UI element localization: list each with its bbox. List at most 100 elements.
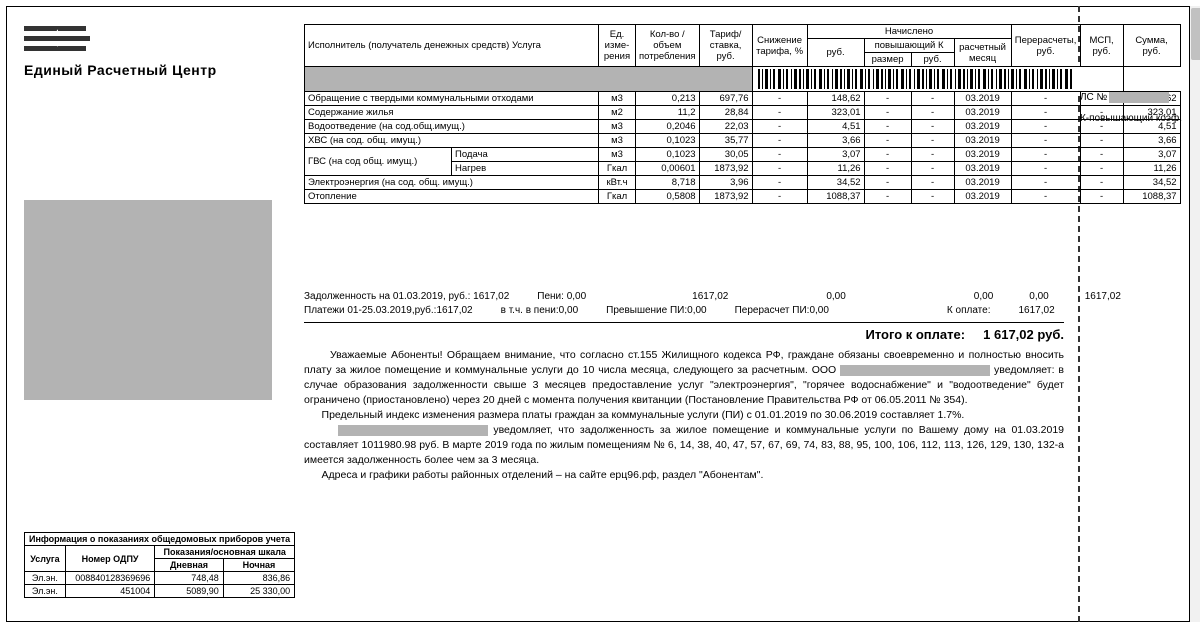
table-row: ГВС (на сод общ. имущ.)Подачам30,102330,… — [305, 148, 1181, 162]
col-over-group: повышающий К — [864, 39, 954, 53]
table-cell: - — [911, 120, 954, 134]
table-cell: ХВС (на сод. общ. имущ.) — [305, 134, 599, 148]
table-cell: 0,5808 — [636, 190, 700, 204]
table-cell: 34,52 — [807, 176, 864, 190]
table-cell: 34,52 — [1123, 176, 1180, 190]
meter-col-day: Дневная — [155, 559, 223, 572]
table-cell: - — [1080, 162, 1123, 176]
table-cell: 323,01 — [807, 106, 864, 120]
sum-recalcpi: Перерасчет ПИ:0,00 — [735, 304, 829, 318]
table-cell: - — [864, 120, 911, 134]
table-cell: - — [752, 148, 807, 162]
table-cell: - — [864, 190, 911, 204]
table-row: Электроэнергия (на сод. общ. имущ.)кВт.ч… — [305, 176, 1181, 190]
table-cell: Электроэнергия (на сод. общ. имущ.) — [305, 176, 599, 190]
table-cell: - — [911, 92, 954, 106]
table-cell: 697,76 — [699, 92, 752, 106]
notice-p5: Адреса и графики работы районных отделен… — [322, 469, 764, 481]
table-cell: Содержание жилья — [305, 106, 599, 120]
sum-overpi: Превышение ПИ:0,00 — [606, 304, 706, 318]
table-cell: - — [1080, 134, 1123, 148]
table-cell: - — [1080, 190, 1123, 204]
sum-topay-val: 1617,02 — [1018, 304, 1054, 318]
table-cell: м2 — [599, 106, 636, 120]
redacted-inline-1 — [840, 365, 990, 376]
scrollbar[interactable] — [1190, 6, 1200, 622]
table-cell: 1088,37 — [1123, 190, 1180, 204]
table-row: Эл.эн.4510045089,9025 330,00 — [25, 585, 295, 598]
meter-col-night: Ночная — [223, 559, 294, 572]
col-accrued-group: Начислено — [807, 25, 1011, 39]
logo-icon — [24, 24, 102, 58]
sum-inpeni: в т.ч. в пени:0,00 — [501, 304, 579, 318]
table-cell: - — [864, 148, 911, 162]
table-cell: 0,00601 — [636, 162, 700, 176]
table-cell: 11,2 — [636, 106, 700, 120]
table-cell: 03.2019 — [954, 106, 1011, 120]
table-cell: 008840128369696 — [65, 572, 154, 585]
table-row: ОтоплениеГкал0,58081873,92-1088,37--03.2… — [305, 190, 1181, 204]
col-recalc: Перерасчеты, руб. — [1011, 25, 1080, 67]
table-cell: 03.2019 — [954, 120, 1011, 134]
meter-col-num: Номер ОДПУ — [65, 546, 154, 572]
table-cell: Гкал — [599, 190, 636, 204]
table-cell: - — [752, 176, 807, 190]
table-cell: - — [1080, 176, 1123, 190]
coef-label: К-повышающий коэф. — [1080, 113, 1182, 124]
table-cell: - — [1011, 134, 1080, 148]
sum-topay-lbl: К оплате: — [947, 304, 991, 318]
meter-readings-block: Информация о показаниях общедомовых приб… — [24, 532, 295, 598]
table-cell: 28,84 — [699, 106, 752, 120]
table-cell: - — [752, 190, 807, 204]
table-cell: 148,62 — [807, 92, 864, 106]
table-cell: - — [752, 134, 807, 148]
table-cell: Эл.эн. — [25, 572, 66, 585]
table-cell: 748,48 — [155, 572, 223, 585]
table-cell: Обращение с твердыми коммунальными отход… — [305, 92, 599, 106]
table-cell: Подача — [452, 148, 599, 162]
table-cell: - — [1011, 148, 1080, 162]
table-cell: - — [864, 176, 911, 190]
table-cell: - — [1011, 120, 1080, 134]
table-cell: 3,07 — [807, 148, 864, 162]
col-sum: Сумма, руб. — [1123, 25, 1180, 67]
table-cell: - — [752, 162, 807, 176]
table-cell: - — [752, 92, 807, 106]
table-cell: 11,26 — [1123, 162, 1180, 176]
table-cell: - — [752, 120, 807, 134]
table-cell: - — [911, 162, 954, 176]
table-cell: 1873,92 — [699, 190, 752, 204]
table-cell: 03.2019 — [954, 148, 1011, 162]
table-cell: м3 — [599, 92, 636, 106]
brand-name: Единый Расчетный Центр — [24, 62, 217, 78]
table-cell: 30,05 — [699, 148, 752, 162]
table-cell: м3 — [599, 148, 636, 162]
sum-val2: 0,00 — [826, 290, 845, 304]
table-cell: 451004 — [65, 585, 154, 598]
total-line: Итого к оплате: 1 617,02 руб. — [304, 322, 1064, 342]
table-cell: - — [1011, 176, 1080, 190]
table-cell: 35,77 — [699, 134, 752, 148]
table-cell: - — [911, 190, 954, 204]
col-qty: Кол-во / объем потребления — [636, 25, 700, 67]
table-cell: м3 — [599, 134, 636, 148]
scrollbar-thumb[interactable] — [1191, 8, 1200, 60]
sum-debt: Задолженность на 01.03.2019, руб.: 1617,… — [304, 290, 509, 304]
table-cell: - — [911, 106, 954, 120]
col-over-rub: руб. — [911, 53, 954, 67]
table-cell: 8,718 — [636, 176, 700, 190]
table-cell: - — [864, 106, 911, 120]
table-cell: - — [1080, 148, 1123, 162]
table-row: Обращение с твердыми коммунальными отход… — [305, 92, 1181, 106]
table-cell: 25 330,00 — [223, 585, 294, 598]
table-cell: - — [864, 134, 911, 148]
table-cell: 03.2019 — [954, 134, 1011, 148]
table-cell: - — [1011, 190, 1080, 204]
meter-col-svc: Услуга — [25, 546, 66, 572]
barcode-icon — [756, 68, 1076, 90]
table-cell: - — [752, 106, 807, 120]
table-cell: кВт.ч — [599, 176, 636, 190]
table-cell: Гкал — [599, 162, 636, 176]
table-cell: - — [911, 176, 954, 190]
account-label: ЛС № — [1080, 92, 1107, 103]
